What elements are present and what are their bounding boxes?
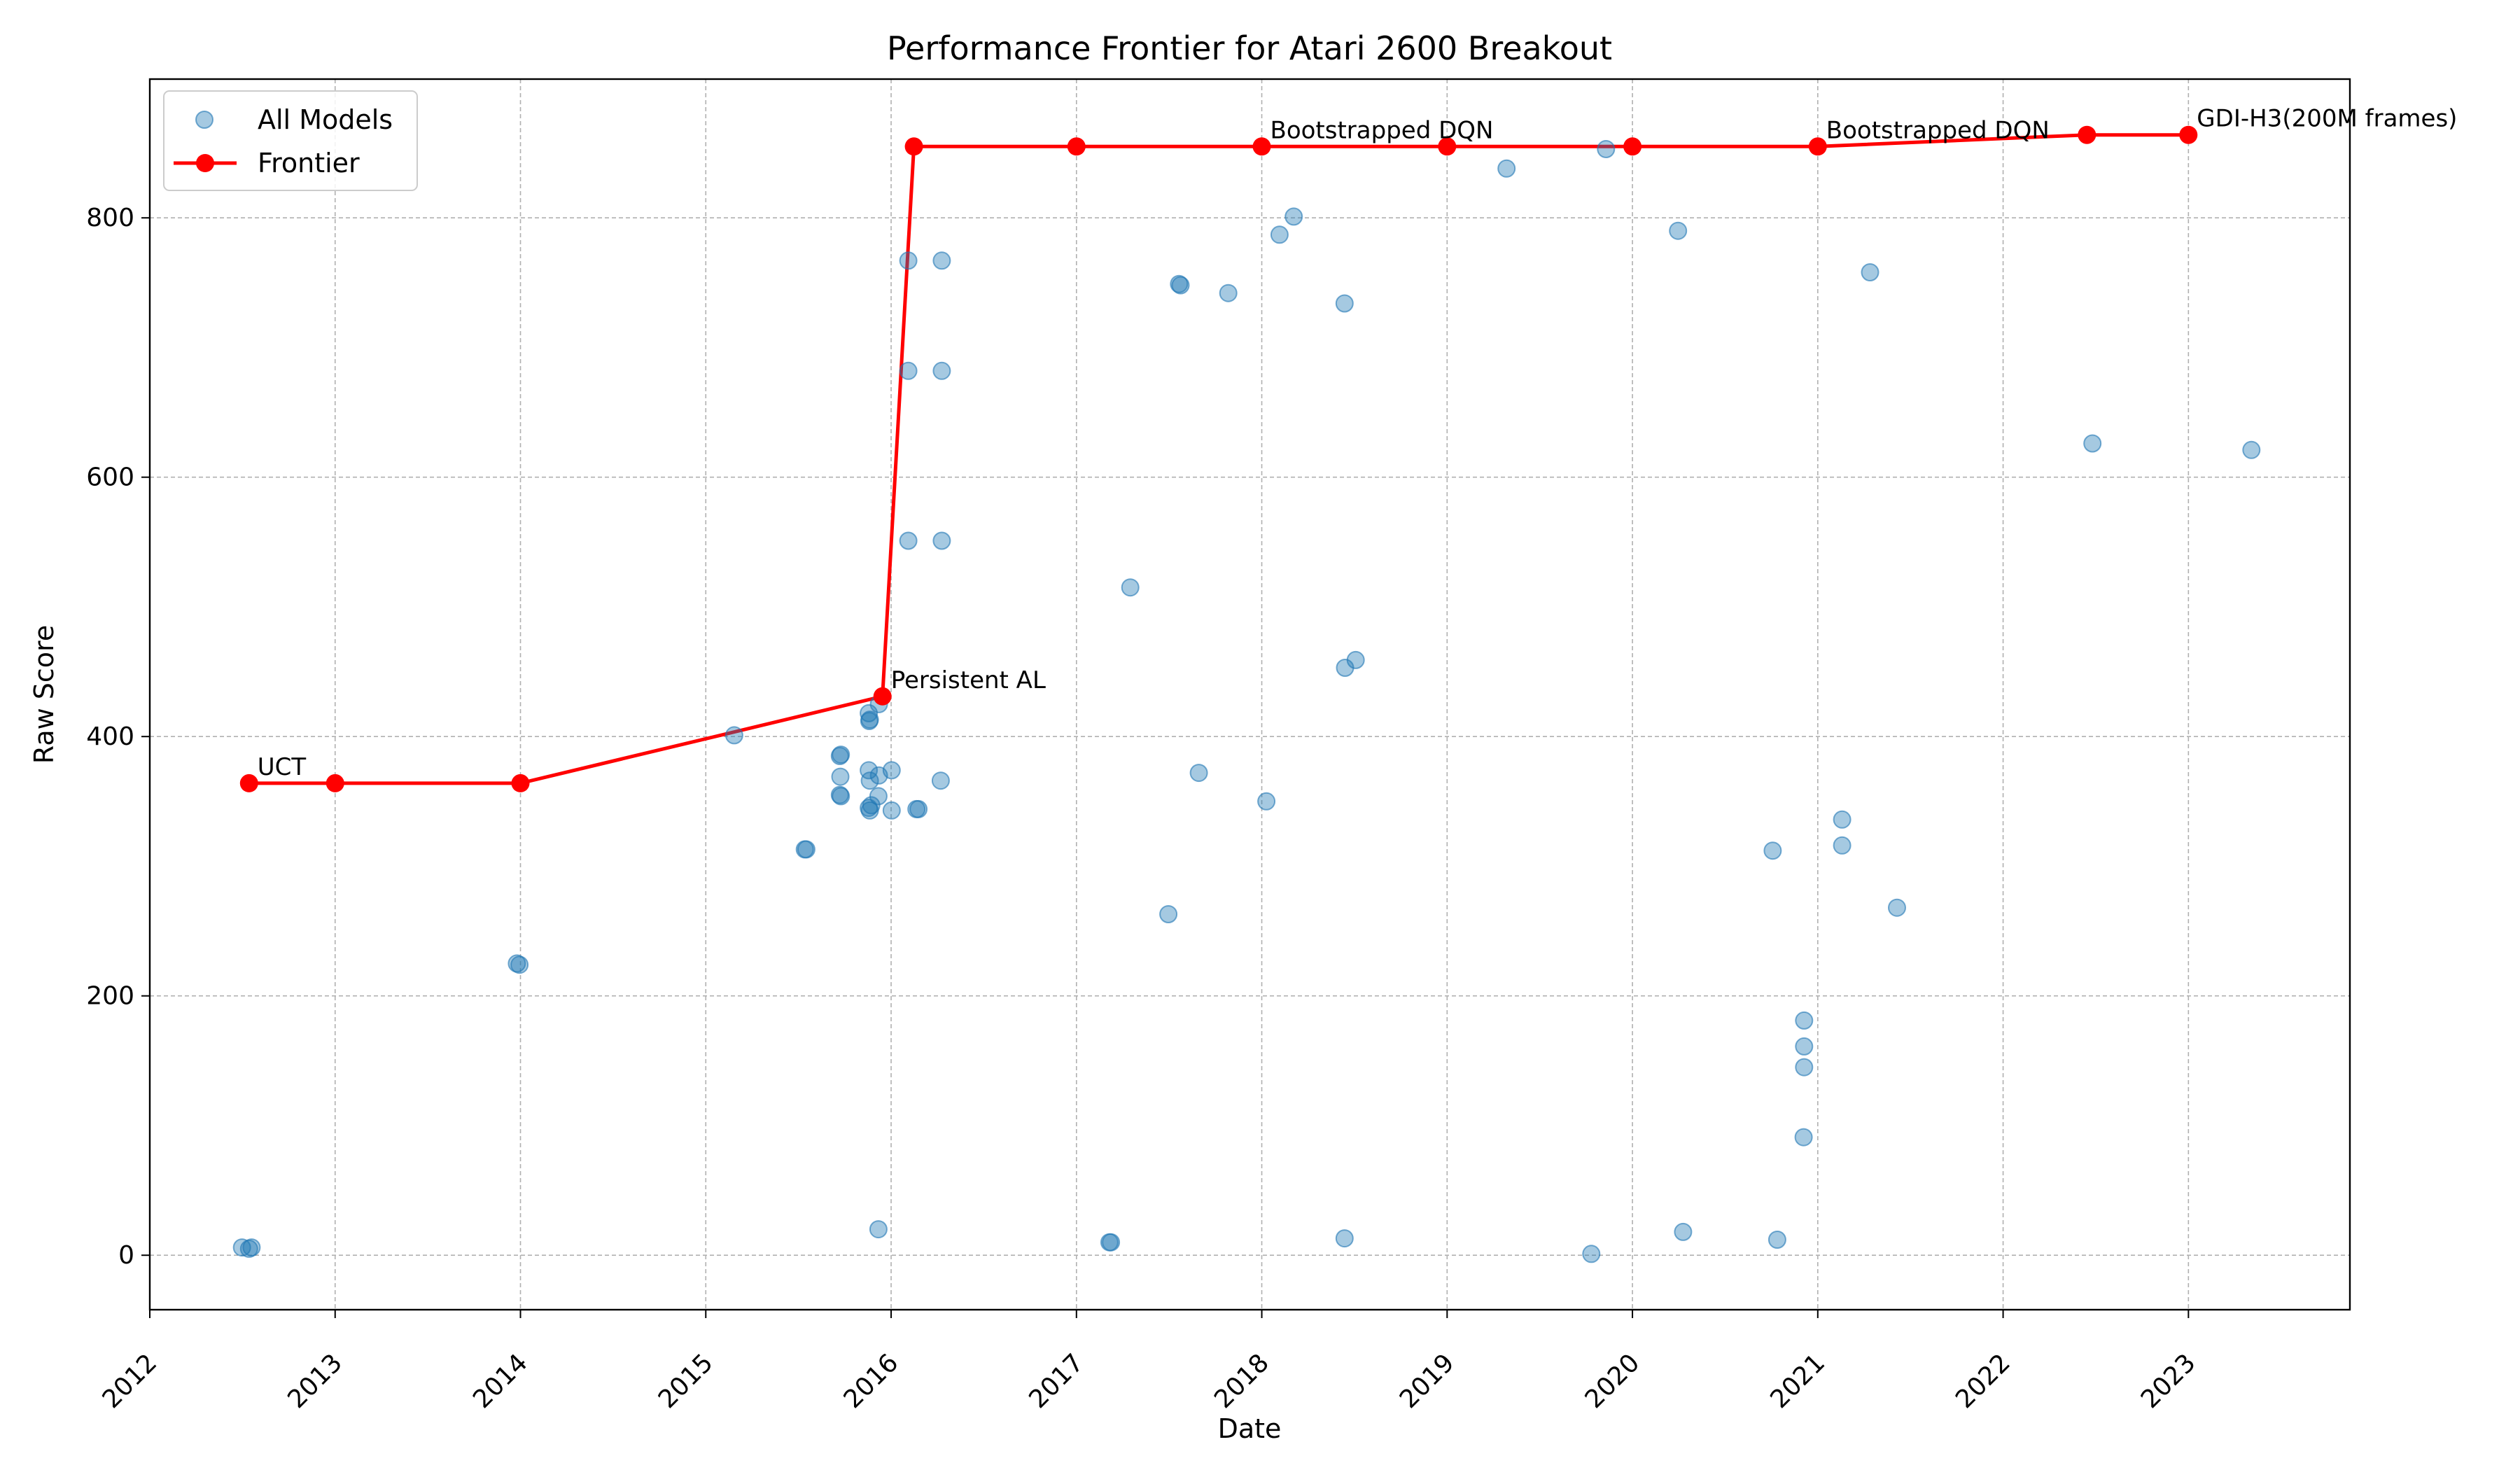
model-point	[1159, 905, 1178, 923]
legend-all-models-label: All Models	[258, 104, 393, 135]
model-point	[932, 361, 951, 380]
x-axis-label: Date	[1218, 1413, 1282, 1444]
model-point	[899, 361, 918, 380]
model-point	[1121, 578, 1140, 597]
model-point	[882, 801, 901, 820]
model-point	[1171, 276, 1190, 295]
model-point	[1284, 207, 1303, 226]
model-point	[909, 799, 928, 818]
model-point	[1346, 650, 1365, 669]
grid	[149, 79, 2350, 1310]
frontier-point	[326, 774, 344, 792]
frontier-point	[1438, 137, 1457, 156]
model-point	[899, 531, 918, 550]
chart-title: Performance Frontier for Atari 2600 Brea…	[887, 29, 1612, 67]
y-tick-label: 0	[118, 1241, 134, 1270]
all-models-series	[232, 140, 2261, 1264]
legend-box	[163, 90, 418, 191]
model-point	[2242, 440, 2261, 459]
model-point	[1257, 792, 1276, 811]
frontier-point	[873, 687, 892, 706]
y-tick-label: 800	[86, 204, 134, 232]
model-point	[1795, 1037, 1814, 1056]
legend: All Models Frontier	[163, 90, 418, 191]
legend-frontier-label: Frontier	[258, 148, 360, 178]
model-point	[832, 746, 850, 764]
model-point	[882, 761, 901, 780]
model-point	[242, 1238, 261, 1257]
model-point	[1219, 284, 1238, 302]
model-point	[1888, 898, 1906, 917]
model-point	[1582, 1245, 1601, 1264]
model-point	[931, 771, 950, 790]
y-tick-label: 600	[86, 463, 134, 492]
model-point	[510, 955, 529, 974]
legend-all-models-marker	[195, 111, 214, 129]
model-point	[1102, 1233, 1121, 1252]
model-point	[1768, 1231, 1786, 1249]
model-point	[832, 787, 850, 806]
model-point	[860, 712, 878, 730]
model-point	[860, 771, 879, 790]
frontier-point	[1252, 137, 1271, 156]
model-point	[1597, 140, 1616, 158]
model-point	[1497, 159, 1516, 178]
model-point	[862, 796, 881, 815]
frontier-point	[1067, 137, 1086, 156]
model-point	[724, 726, 743, 745]
frontier-point	[2078, 125, 2096, 144]
model-point	[1795, 1058, 1814, 1077]
y-tick-label: 200	[86, 982, 134, 1011]
model-point	[869, 1220, 888, 1239]
model-point	[830, 785, 849, 804]
frontier-annotation: Persistent AL	[891, 666, 1046, 694]
frontier-points	[239, 125, 2198, 792]
model-point	[932, 531, 951, 550]
model-point	[1833, 836, 1851, 855]
frontier-annotation: GDI-H3(200M frames)	[2197, 105, 2457, 133]
frontier-annotation: UCT	[258, 753, 307, 781]
annotations: UCT Persistent AL Bootstrapped DQN Bootstra…	[258, 105, 2458, 781]
model-point	[1270, 225, 1289, 244]
model-point	[1669, 221, 1688, 240]
model-point	[1795, 1011, 1814, 1030]
frontier-annotation: Bootstrapped DQN	[1826, 116, 2050, 144]
model-point	[1833, 810, 1851, 829]
model-point	[1189, 764, 1208, 783]
model-point	[831, 767, 850, 786]
y-tick-label: 400	[86, 722, 134, 751]
model-point	[1335, 294, 1354, 313]
frontier-point	[1623, 137, 1642, 156]
model-point	[932, 251, 951, 270]
model-point	[830, 747, 849, 765]
frontier-series	[248, 133, 2189, 785]
model-point	[869, 787, 888, 806]
model-point	[797, 840, 816, 859]
frontier-point	[904, 137, 923, 156]
model-point	[1763, 841, 1782, 860]
model-point	[1861, 263, 1879, 281]
legend-frontier-marker	[196, 154, 214, 172]
plot-frame	[148, 78, 2351, 1311]
model-point	[2083, 434, 2102, 453]
y-axis-label: Raw Score	[29, 625, 59, 764]
model-point	[1674, 1222, 1693, 1241]
frontier-point	[1808, 137, 1827, 156]
frontier-point	[511, 774, 530, 792]
frontier-annotation: Bootstrapped DQN	[1270, 116, 1494, 144]
model-point	[232, 1238, 251, 1257]
model-point	[899, 251, 918, 270]
frontier-point	[2179, 125, 2198, 144]
frontier-point	[239, 774, 258, 792]
model-point	[1794, 1128, 1813, 1147]
model-point	[1335, 1229, 1354, 1248]
frontier-line	[248, 133, 2189, 785]
